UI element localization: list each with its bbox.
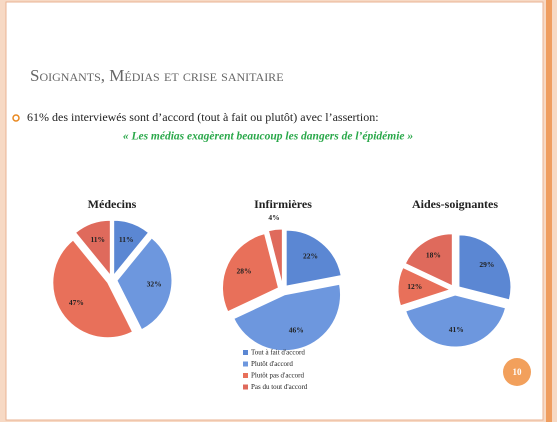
page-number: 10 <box>513 367 523 377</box>
pie-slice <box>404 233 453 287</box>
legend-label: Tout à fait d'accord <box>251 349 305 357</box>
value-label: 32% <box>147 279 162 288</box>
quote: « Les médias exagèrent beaucoup les dang… <box>123 131 414 143</box>
value-label: 22% <box>303 252 318 261</box>
value-label: 28% <box>237 266 252 275</box>
slide-panel <box>5 1 544 421</box>
legend-swatch <box>243 384 248 390</box>
value-label: 11% <box>90 235 105 244</box>
value-label: 18% <box>426 251 441 260</box>
legend-label: Plutôt d'accord <box>251 360 293 368</box>
bullet-text: 61% des interviewés sont d’accord (tout … <box>27 110 379 124</box>
legend-swatch <box>243 361 248 367</box>
pie-slice <box>285 229 342 287</box>
value-label: 29% <box>479 260 494 269</box>
legend-label: Pas du tout d'accord <box>251 383 308 391</box>
legend-swatch <box>243 350 248 355</box>
pie-slice <box>405 294 507 348</box>
chart-title: Aides-soignantes <box>412 197 498 211</box>
pie-slice <box>458 234 512 301</box>
slide-title: Soignants, Médias et crise sanitaire <box>30 66 284 85</box>
bullet-icon <box>12 114 20 122</box>
side-stripe <box>546 0 552 422</box>
value-label: 47% <box>69 298 84 307</box>
pie-slice <box>52 239 134 339</box>
value-label: 4% <box>268 213 279 222</box>
pie-slice <box>397 266 452 307</box>
value-label: 46% <box>289 326 304 335</box>
pie-slice <box>74 219 111 277</box>
page-badge <box>503 358 531 386</box>
value-label: 12% <box>407 282 422 291</box>
pie-slice <box>233 283 342 352</box>
pie-slice <box>267 228 283 286</box>
legend-label: Plutôt pas d'accord <box>251 372 304 380</box>
chart-title: Infirmières <box>254 197 312 211</box>
chart-title: Médecins <box>88 197 137 211</box>
value-label: 41% <box>449 325 464 334</box>
pie-slice <box>116 237 173 331</box>
pie-slice <box>221 233 280 313</box>
legend-swatch <box>243 373 248 378</box>
value-label: 11% <box>119 235 134 244</box>
pie-slice <box>113 219 150 277</box>
